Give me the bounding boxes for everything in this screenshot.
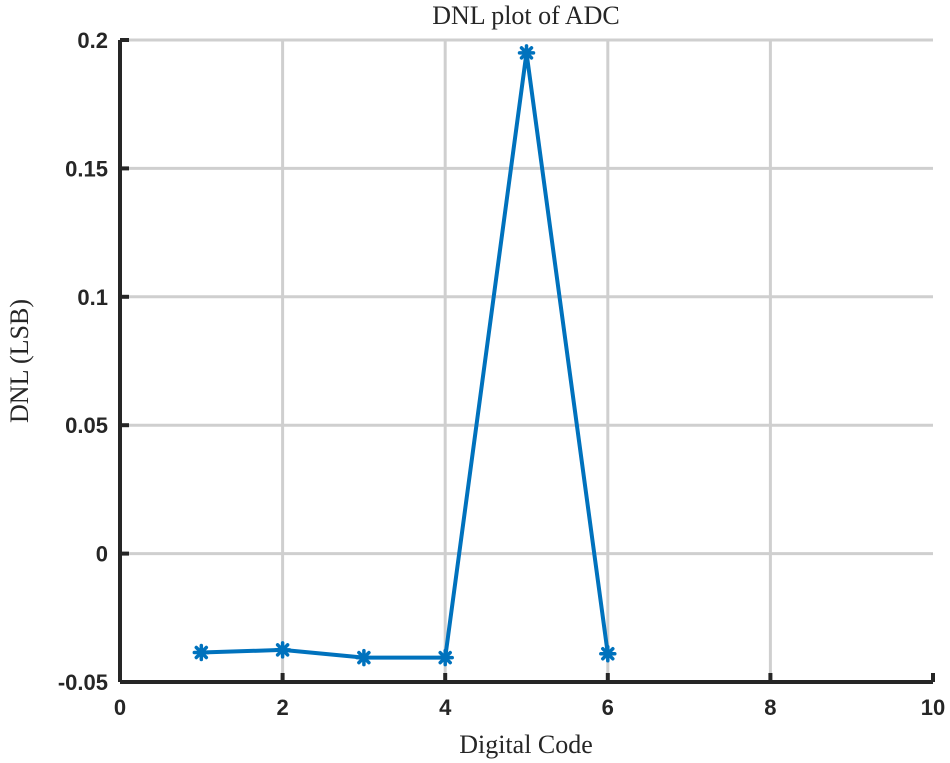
x-tick-label: 6 (602, 695, 614, 720)
y-tick-label: 0.15 (65, 156, 108, 181)
grid (120, 38, 933, 682)
y-tick-label: 0.05 (65, 413, 108, 438)
x-tick-label: 2 (276, 695, 288, 720)
y-axis-label: DNL (LSB) (5, 299, 34, 423)
y-tick-label: 0.2 (77, 28, 108, 53)
series-layer (192, 44, 617, 667)
data-point (599, 645, 617, 663)
data-point (355, 648, 373, 667)
y-tick-label: -0.05 (58, 670, 108, 695)
data-point (517, 44, 536, 62)
x-axis-label: Digital Code (459, 730, 593, 759)
series-line (201, 50, 610, 660)
y-tick-label: 0 (96, 542, 108, 567)
data-point (192, 643, 211, 662)
data-point (273, 641, 292, 659)
x-tick-label: 10 (921, 695, 945, 720)
x-tick-label: 8 (764, 695, 776, 720)
x-tick-label: 0 (114, 695, 126, 720)
chart-title: DNL plot of ADC (432, 1, 620, 30)
x-tick-label: 4 (439, 695, 452, 720)
y-axis-ticks: -0.05 0 0.05 0.1 0.15 0.2 (58, 28, 129, 695)
y-tick-label: 0.1 (77, 285, 108, 310)
data-point (436, 648, 454, 667)
axes-frame (118, 40, 933, 684)
